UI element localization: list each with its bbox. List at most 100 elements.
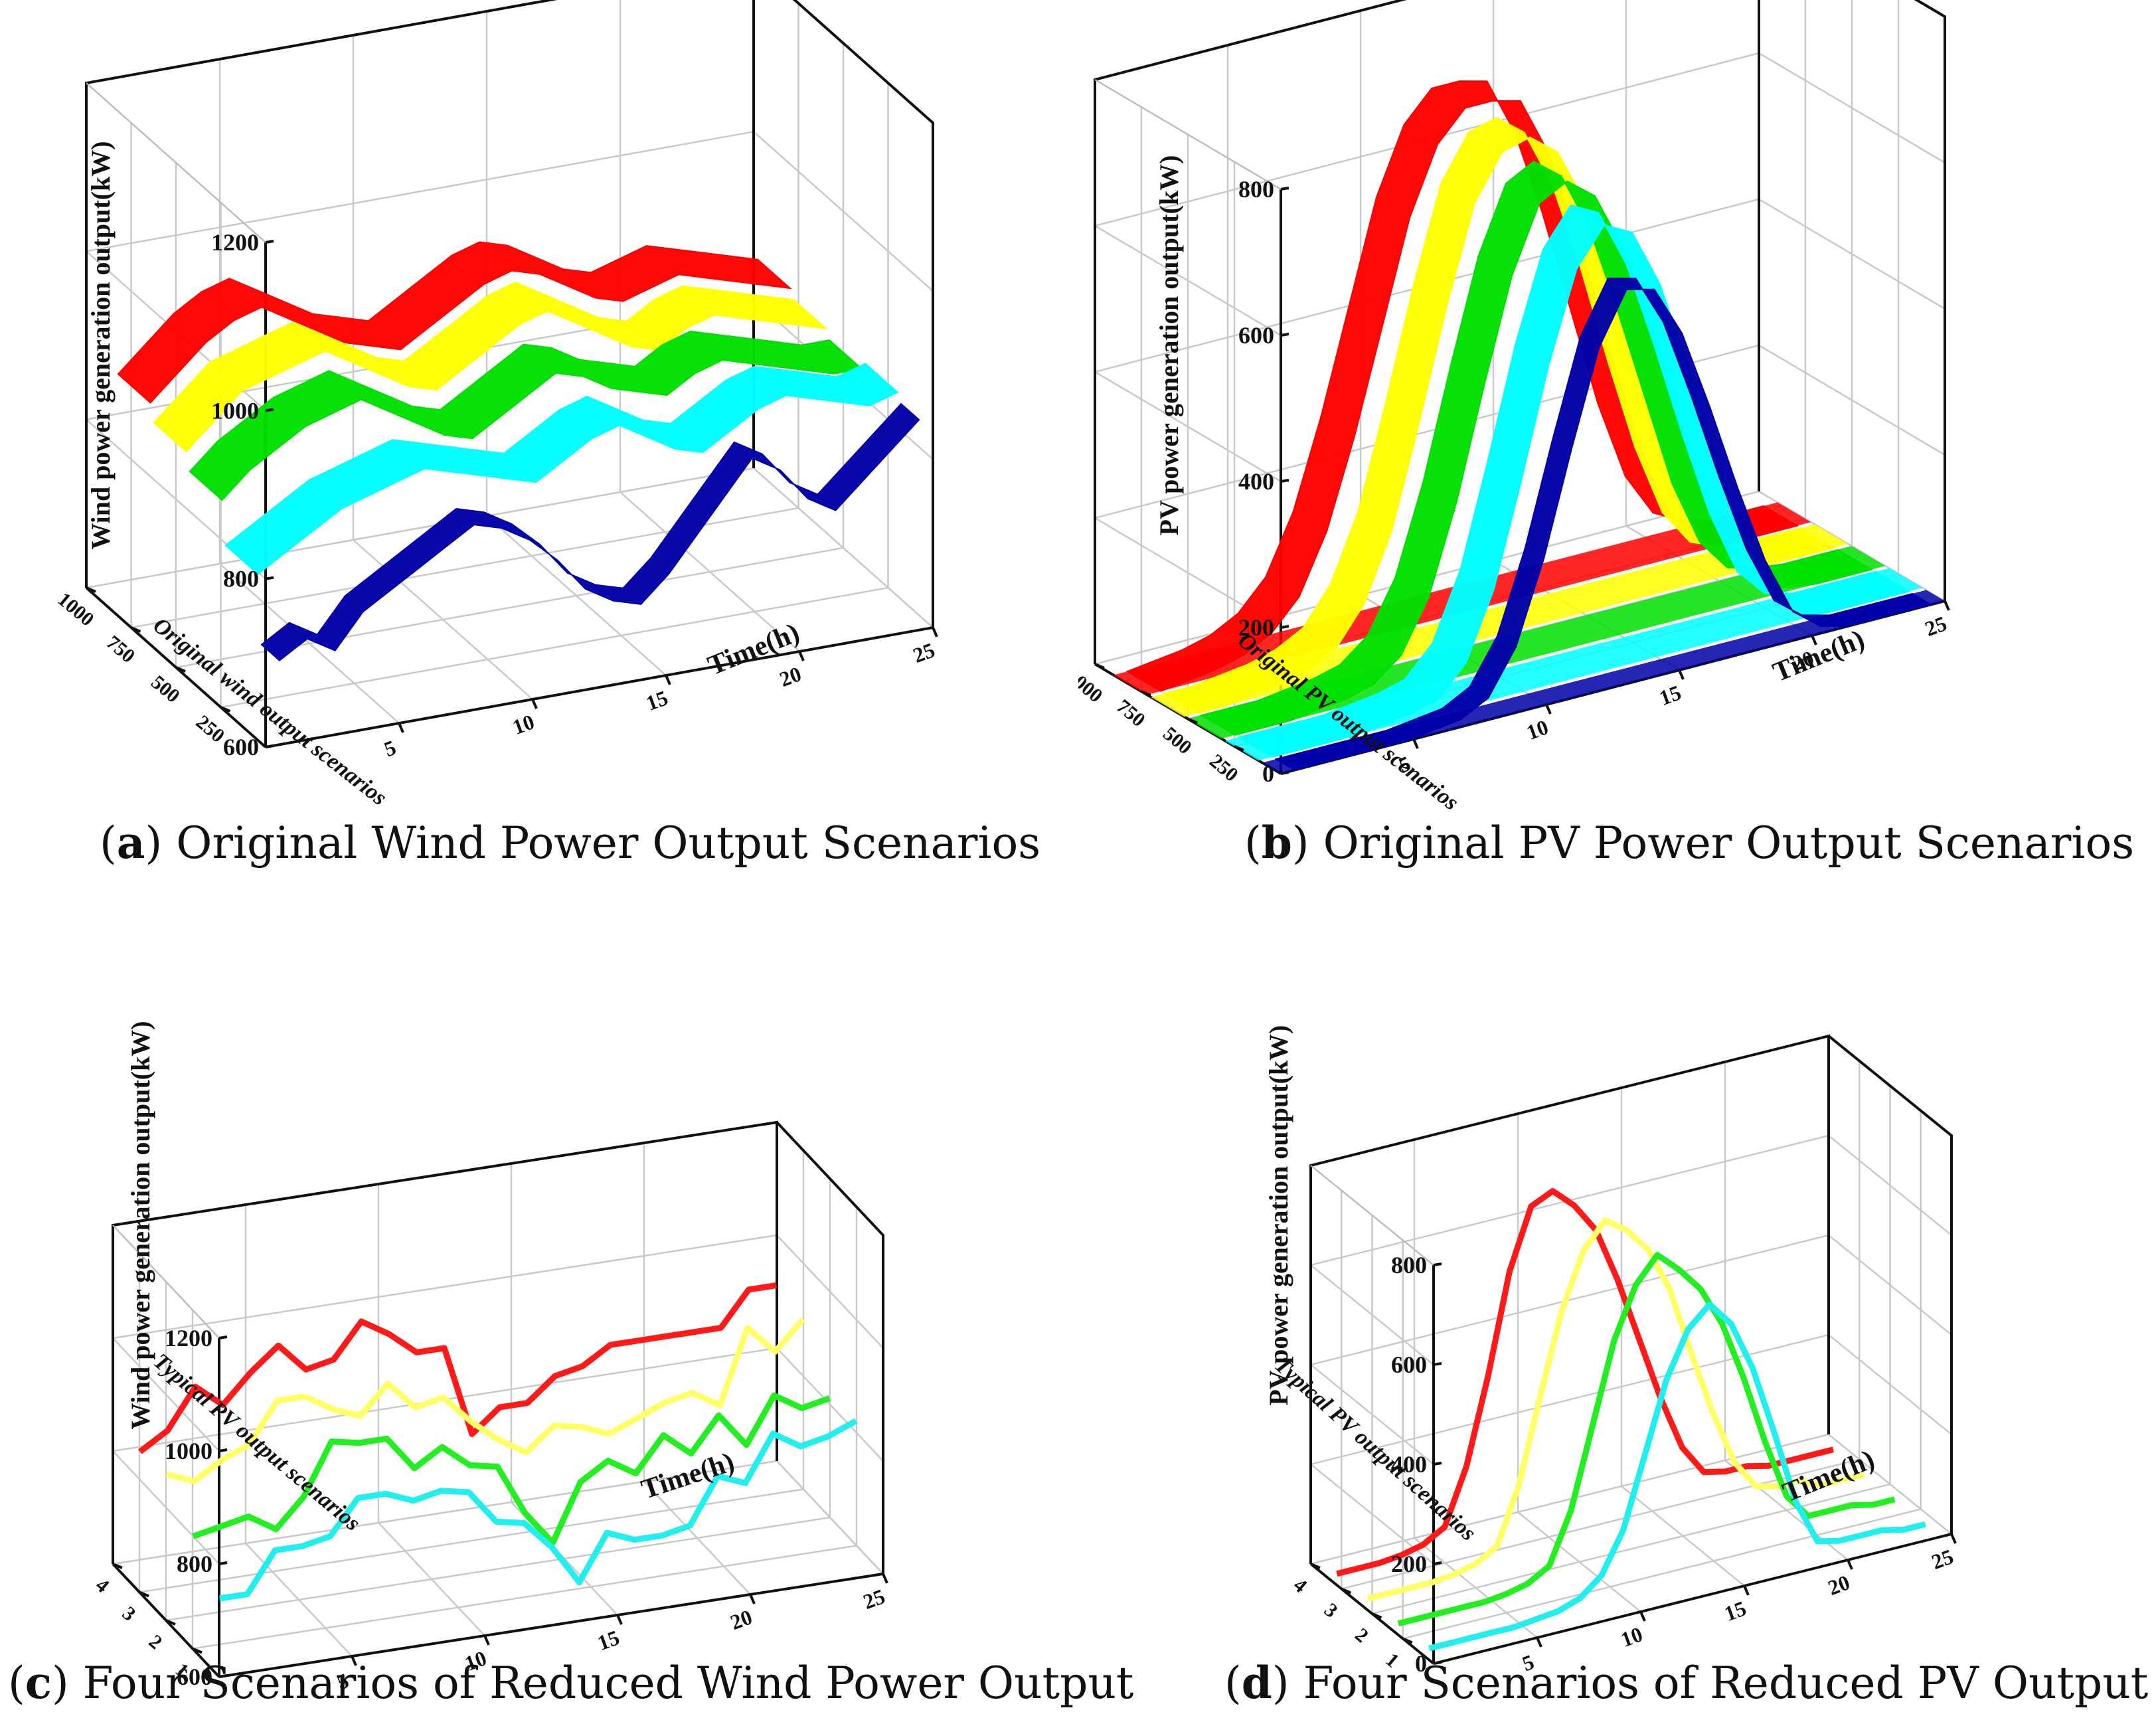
top-edge — [112, 1225, 220, 1339]
x-tick-mark — [398, 723, 404, 733]
z-tick-mark — [1433, 1362, 1442, 1366]
top-edge — [1310, 1165, 1434, 1266]
y-tick-mark — [1341, 1587, 1352, 1594]
x-axis-line — [218, 1573, 884, 1678]
x-tick-mark — [351, 1656, 357, 1666]
chart-a: 600800100012005101520252505007501000Wind… — [54, 0, 938, 810]
back-frame — [1309, 1034, 1830, 1564]
z-tick-label: 0 — [1262, 760, 1274, 787]
y-tick-mark — [139, 1590, 149, 1598]
y-tick-mark — [1402, 1637, 1413, 1644]
series-line — [1397, 1252, 1896, 1627]
x-tick-label: 15 — [1721, 1596, 1749, 1626]
grid-line — [1402, 1110, 1922, 1640]
x-tick-mark — [616, 1614, 623, 1625]
x-axis-label: Time(h) — [637, 1447, 738, 1505]
x-tick-label: 15 — [1656, 680, 1684, 710]
x-tick-mark — [1950, 1533, 1957, 1544]
caption-d: (d) Four Scenarios of Reduced PV Output — [1224, 1657, 2149, 1709]
y-tick-mark — [1187, 717, 1198, 725]
z-tick-mark — [1280, 333, 1289, 337]
y-tick-mark — [1094, 663, 1105, 669]
x-tick-label: 10 — [509, 709, 537, 739]
x-tick-label: 25 — [860, 1584, 888, 1614]
grid-line — [112, 1122, 778, 1565]
z-tick-mark — [265, 576, 274, 580]
z-tick-mark — [1433, 1661, 1442, 1665]
grid-line — [111, 1121, 884, 1339]
top-edge — [86, 82, 266, 243]
y-tick-label: 750 — [102, 632, 139, 667]
x-tick-label: 15 — [643, 685, 671, 715]
series-group — [1336, 1187, 1926, 1652]
x-tick-label: 20 — [727, 1604, 755, 1634]
y-tick-label: 2 — [145, 1630, 167, 1654]
y-tick-mark — [1310, 1563, 1321, 1569]
grid-line — [84, 0, 934, 243]
x-tick-label: 25 — [1922, 611, 1949, 641]
floor-band — [1151, 524, 1849, 717]
x-tick-mark — [1743, 1585, 1750, 1596]
x-tick-mark — [1412, 738, 1419, 749]
x-tick-mark — [1545, 704, 1552, 715]
z-tick-label: 800 — [223, 566, 259, 592]
x-tick-mark — [798, 651, 805, 661]
z-axis-label: PV power generation output(kW) — [1154, 155, 1184, 536]
side-frame — [1914, 0, 1946, 601]
y-tick-label: 750 — [1112, 695, 1149, 731]
caption-text: Four Scenarios of Reduced PV Output — [1303, 1658, 2149, 1709]
series-line — [1428, 1301, 1926, 1652]
x-tick-label: 20 — [776, 661, 804, 691]
back-frame — [1094, 0, 1760, 664]
panel-b: 0 200 400 600 800 5 10 15 20 25 250 500 750 1000 PV po… — [1078, 0, 2156, 869]
panel-a: 600 800 1000 1200 5 10 15 20 25 250 500 750 1000 Wind… — [0, 0, 1078, 869]
y-tick-label: 1000 — [1078, 665, 1107, 707]
y-tick-mark — [130, 626, 141, 633]
floor-band — [1262, 590, 1945, 774]
y-tick-label: 250 — [1205, 750, 1242, 786]
z-tick-label: 1200 — [211, 229, 259, 256]
caption-text: Four Scenarios of Reduced Wind Power Out… — [82, 1658, 1134, 1709]
x-tick-label: 5 — [381, 735, 399, 761]
z-tick-mark — [1280, 625, 1289, 629]
z-tick-mark — [1433, 1262, 1442, 1266]
z-tick-label: 600 — [223, 734, 259, 760]
x-tick-mark — [1944, 600, 1950, 611]
caption-b: (b) Original PV Power Output Scenarios — [1244, 817, 2135, 869]
z-tick-mark — [1280, 187, 1289, 191]
y-tick-mark — [192, 1647, 203, 1654]
z-tick-mark — [265, 744, 274, 748]
back-frame — [112, 1120, 778, 1564]
z-tick-mark — [1433, 1462, 1442, 1466]
side-frame — [1827, 1035, 1953, 1534]
caption-letter: b — [1261, 817, 1292, 869]
grid-line — [1341, 1061, 1861, 1590]
x-tick-mark — [531, 699, 538, 709]
series-line — [219, 1418, 858, 1602]
series-line — [1336, 1187, 1834, 1577]
side-frame — [776, 1121, 884, 1574]
x-tick-label: 25 — [1928, 1544, 1956, 1574]
y-tick-mark — [220, 706, 231, 713]
z-tick-mark — [265, 408, 274, 412]
grid-line — [377, 1184, 485, 1636]
caption-text: Original Wind Power Output Scenarios — [176, 817, 1041, 869]
z-tick-label: 600 — [177, 1664, 212, 1690]
z-tick-label: 1000 — [211, 397, 259, 424]
y-tick-label: 1000 — [54, 588, 98, 631]
x-axis-label: Time(h) — [1779, 1444, 1879, 1509]
panel-c: 600 800 1000 1200 5 10 15 20 25 1 2 3 4 Wind power ge… — [0, 883, 1145, 1716]
grid-line — [138, 1150, 805, 1593]
z-tick-mark — [1280, 479, 1289, 483]
y-tick-label: 500 — [147, 671, 184, 707]
x-tick-label: 15 — [594, 1625, 622, 1655]
y-tick-mark — [1141, 690, 1151, 697]
x-axis-line — [265, 626, 934, 748]
y-tick-label: 4 — [1289, 1574, 1311, 1597]
y-tick-mark — [86, 586, 96, 593]
z-tick-label: 0 — [1415, 1650, 1427, 1677]
z-axis-label: Wind power generation output(kW) — [125, 1021, 155, 1429]
